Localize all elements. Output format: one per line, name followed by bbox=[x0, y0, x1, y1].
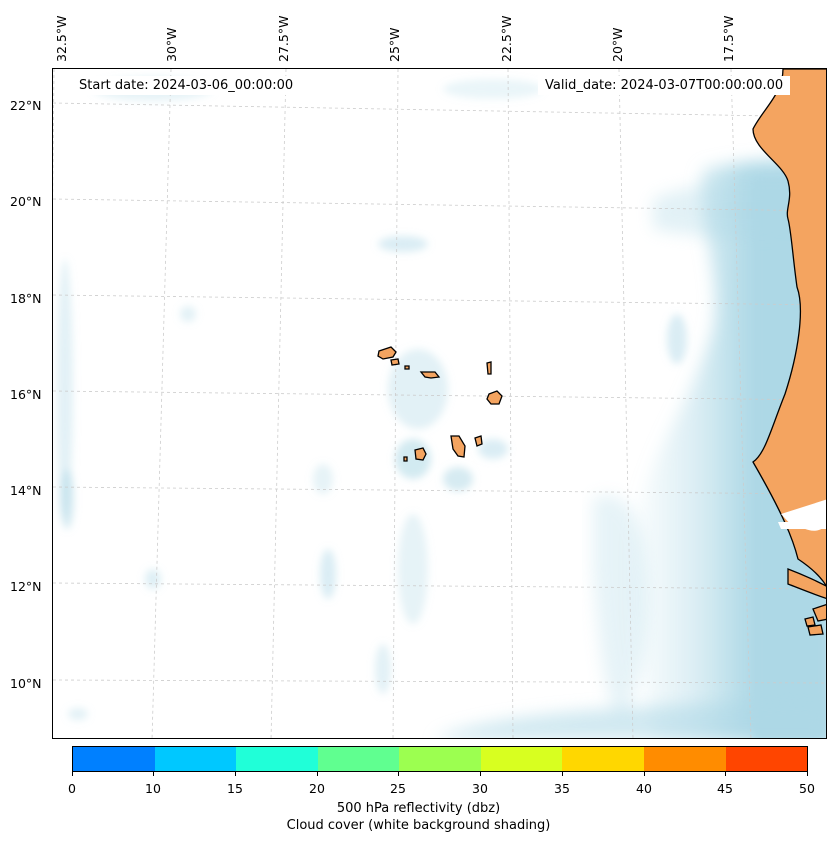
lat-label-16n: 16°N bbox=[10, 387, 42, 402]
lat-label-18n: 18°N bbox=[10, 291, 42, 306]
colorbar-segment-25-30 bbox=[399, 747, 481, 771]
lon-label-32-5w: 32.5°W bbox=[54, 15, 69, 62]
colorbar-tick: 20 bbox=[309, 781, 325, 796]
colorbar-tick: 25 bbox=[390, 781, 406, 796]
lon-label-30w: 30°W bbox=[164, 27, 179, 62]
lon-label-20w: 20°W bbox=[610, 27, 625, 62]
island-sao-vicente bbox=[390, 358, 400, 366]
colorbar-segment-0-10 bbox=[73, 747, 155, 771]
lat-label-10n: 10°N bbox=[10, 676, 42, 691]
lat-label-12n: 12°N bbox=[10, 579, 42, 594]
colorbar-tick: 45 bbox=[717, 781, 733, 796]
lat-label-20n: 20°N bbox=[10, 194, 42, 209]
lon-label-25w: 25°W bbox=[387, 27, 402, 62]
lon-label-17-5w: 17.5°W bbox=[721, 15, 736, 62]
lat-label-14n: 14°N bbox=[10, 483, 42, 498]
island-santo-antao bbox=[377, 346, 397, 360]
island-sal bbox=[486, 361, 492, 375]
island-maio bbox=[474, 435, 483, 447]
islands-cape-verde bbox=[377, 346, 503, 462]
lon-label-22-5w: 22.5°W bbox=[499, 15, 514, 62]
colorbar-segment-40-45 bbox=[643, 747, 726, 771]
map-canvas bbox=[53, 69, 826, 738]
graticule bbox=[53, 69, 826, 738]
colorbar-tick: 40 bbox=[636, 781, 652, 796]
island-santa-luzia bbox=[404, 365, 410, 370]
lon-label-27-5w: 27.5°W bbox=[276, 15, 291, 62]
land-africa bbox=[752, 69, 826, 636]
colorbar-tick: 10 bbox=[145, 781, 161, 796]
island-boa-vista bbox=[486, 390, 503, 405]
cloud-patches bbox=[57, 77, 687, 720]
colorbar-segment-10-15 bbox=[154, 747, 237, 771]
valid-date-label: Valid_date: 2024-03-07T00:00:00.00 bbox=[538, 76, 791, 95]
colorbar-title: 500 hPa reflectivity (dbz) bbox=[336, 801, 501, 816]
colorbar-segment-20-25 bbox=[317, 747, 400, 771]
colorbar-segment-15-20 bbox=[236, 747, 318, 771]
island-sao-nicolau bbox=[419, 371, 441, 379]
colorbar-tick: 0 bbox=[68, 781, 76, 796]
colorbar-tick: 35 bbox=[554, 781, 570, 796]
start-date-label: Start date: 2024-03-06_00:00:00 bbox=[72, 76, 301, 95]
colorbar-segment-35-40 bbox=[562, 747, 644, 771]
colorbar-segment-45-50 bbox=[725, 747, 808, 771]
island-brava bbox=[403, 456, 408, 462]
colorbar bbox=[72, 746, 808, 772]
island-santiago bbox=[450, 435, 466, 458]
colorbar-tick: 30 bbox=[472, 781, 488, 796]
colorbar-tick: 15 bbox=[227, 781, 243, 796]
colorbar-segment-30-35 bbox=[480, 747, 563, 771]
cloud-band-east bbox=[437, 160, 826, 738]
lat-label-22n: 22°N bbox=[10, 98, 42, 113]
island-fogo bbox=[414, 447, 427, 461]
colorbar-tick: 50 bbox=[799, 781, 815, 796]
map-panel[interactable] bbox=[52, 68, 827, 739]
colorbar-subtitle: Cloud cover (white background shading) bbox=[286, 818, 551, 833]
